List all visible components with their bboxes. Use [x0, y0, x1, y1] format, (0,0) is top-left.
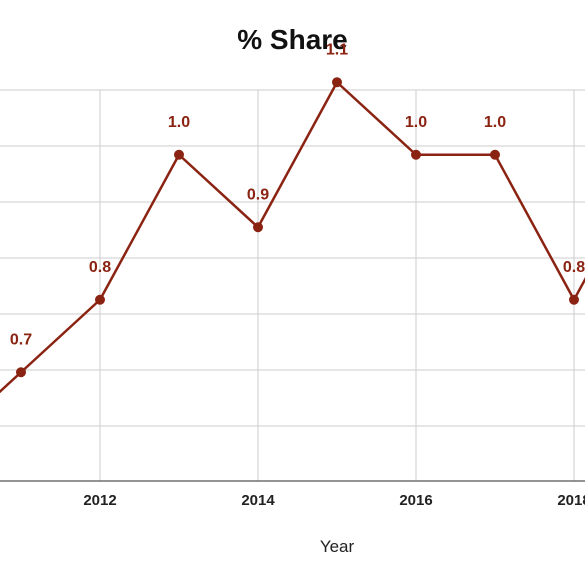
x-tick-labels: 2012 2014 2016 2018 [83, 492, 585, 509]
data-point [95, 294, 105, 305]
data-label: 1.1 [326, 41, 348, 58]
series-line [0, 81, 585, 394]
data-label: 0.8 [89, 259, 111, 276]
data-point [16, 367, 26, 378]
data-label: 0.9 [247, 186, 269, 203]
grid [0, 89, 585, 482]
data-point [490, 149, 500, 160]
x-axis-label: Year [320, 537, 355, 556]
x-tick-label: 2014 [241, 492, 275, 509]
series [0, 77, 585, 394]
data-label: 1.0 [484, 114, 506, 131]
x-tick-label: 2012 [83, 492, 116, 509]
x-tick-label: 2018 [557, 492, 585, 509]
data-point [253, 222, 263, 233]
data-label: 0.7 [10, 331, 32, 348]
data-label: 0.8 [563, 259, 585, 276]
data-point [174, 149, 184, 160]
data-point [569, 294, 579, 305]
data-label: 1.0 [168, 114, 190, 131]
data-point [411, 149, 421, 160]
data-label: 1.0 [405, 114, 427, 131]
data-point [332, 77, 342, 88]
chart-title: % Share [237, 24, 348, 55]
data-labels: 0.7 0.8 1.0 0.9 1.1 1.0 1.0 0.8 [10, 41, 585, 348]
x-tick-label: 2016 [399, 492, 432, 509]
